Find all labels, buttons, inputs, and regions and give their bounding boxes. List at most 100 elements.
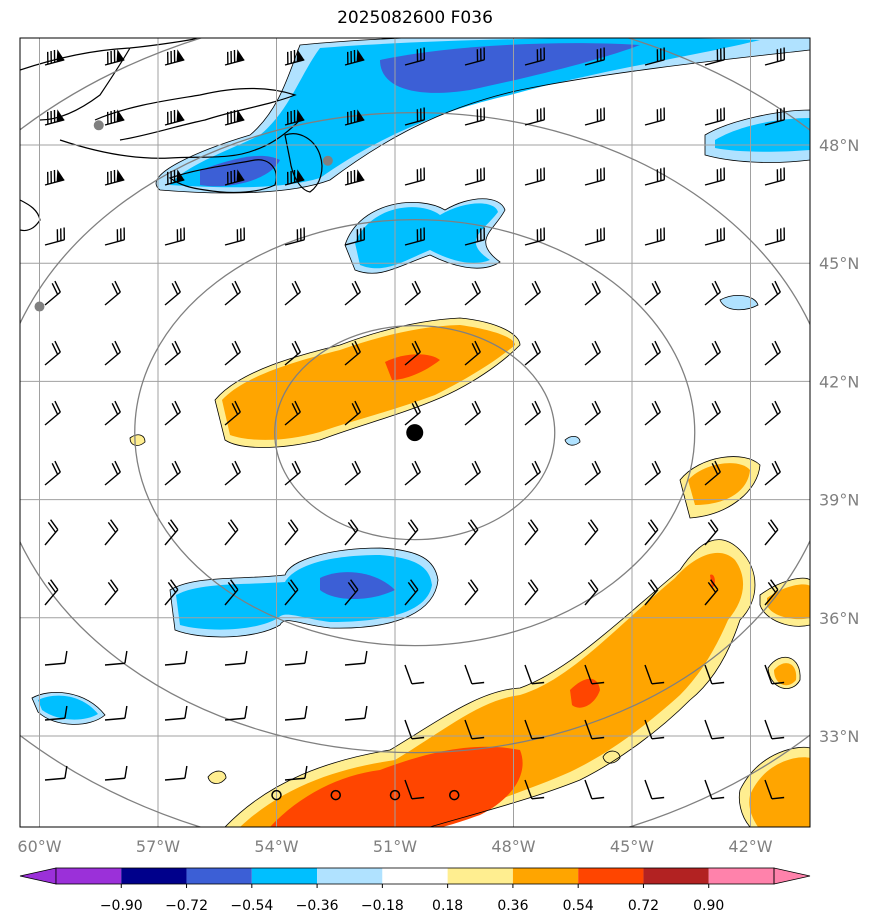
lon-label: 57°W xyxy=(136,837,180,856)
calm-wind-marker xyxy=(330,789,341,801)
lat-label: 39°N xyxy=(819,491,859,510)
contour-line xyxy=(31,692,106,725)
wind-barb xyxy=(644,227,666,246)
wind-barb xyxy=(224,519,239,546)
lat-label: 33°N xyxy=(819,727,859,746)
wind-barb xyxy=(44,169,65,186)
wind-barb xyxy=(464,664,485,685)
lat-label: 48°N xyxy=(819,136,859,155)
wind-barb xyxy=(644,579,659,606)
wind-barb xyxy=(344,519,359,546)
wind-barb xyxy=(464,47,486,66)
colorbar-segment xyxy=(512,868,579,884)
wind-barb xyxy=(104,109,125,126)
wind-barb xyxy=(584,107,606,126)
wind-barb xyxy=(404,519,419,546)
colorbar-segment xyxy=(317,868,383,884)
contour-fill xyxy=(570,678,600,708)
wind-barb xyxy=(44,650,68,666)
wind-barb xyxy=(284,579,299,606)
wind-barb xyxy=(464,719,485,740)
wind-barb xyxy=(524,107,546,126)
contour-fill xyxy=(749,757,810,827)
lat-labels: 48°N 45°N 42°N 39°N 36°N 33°N xyxy=(819,136,859,746)
wind-barb xyxy=(584,227,606,246)
wind-barb xyxy=(404,280,421,306)
contour-fill xyxy=(774,663,797,686)
wind-barb xyxy=(344,705,368,721)
contour-line xyxy=(207,770,227,784)
wind-barb xyxy=(764,460,781,486)
wind-barb xyxy=(224,109,245,126)
wind-barb xyxy=(524,460,541,486)
contour-fill xyxy=(720,295,758,310)
wind-barb xyxy=(44,109,65,126)
wind-barb xyxy=(404,167,426,186)
wind-barb xyxy=(524,227,546,246)
wind-barb xyxy=(404,664,425,685)
colorbar-tick-label: −0.18 xyxy=(361,898,404,914)
lon-label: 54°W xyxy=(254,837,298,856)
point-markers xyxy=(34,120,460,801)
colorbar-segment xyxy=(56,868,122,884)
wind-barb xyxy=(164,400,181,426)
wind-barb xyxy=(104,705,128,721)
colorbar-segment xyxy=(708,868,774,884)
lon-label: 60°W xyxy=(17,837,61,856)
wind-barb xyxy=(344,579,359,606)
wind-barb xyxy=(704,519,719,546)
coastline-path xyxy=(20,199,41,232)
contour-line xyxy=(344,198,506,274)
contour-fill xyxy=(385,354,440,380)
wind-barb xyxy=(644,664,665,685)
wind-barb xyxy=(524,280,541,306)
wind-barb xyxy=(284,340,301,366)
wind-barb xyxy=(644,460,661,486)
wind-barb xyxy=(644,280,661,306)
wind-barb xyxy=(464,167,486,186)
contour-line xyxy=(155,38,810,194)
coastline-path xyxy=(20,38,201,121)
wind-barb xyxy=(344,109,365,126)
wind-barb xyxy=(464,460,481,486)
contour-fill xyxy=(222,325,515,440)
wind-barb xyxy=(224,340,241,366)
colorbar-segment xyxy=(643,868,709,884)
wind-barb xyxy=(164,765,188,781)
station-marker xyxy=(34,301,45,312)
contour-fill xyxy=(208,771,226,784)
wind-barb xyxy=(344,49,365,66)
wind-barb xyxy=(224,705,248,721)
wind-barb xyxy=(644,519,659,546)
wind-barb xyxy=(704,167,726,186)
colorbar-segment xyxy=(186,868,252,884)
wind-barb xyxy=(164,519,179,546)
lat-label: 42°N xyxy=(819,372,859,391)
colorbar-tick-label: 0.90 xyxy=(693,898,724,914)
colorbar-segment xyxy=(121,868,187,884)
contour-fill xyxy=(200,155,280,187)
wind-barb xyxy=(524,779,545,800)
colorbar-segment xyxy=(578,868,644,884)
wind-barb xyxy=(464,519,479,546)
wind-barb xyxy=(284,650,308,666)
contour-line xyxy=(679,456,761,519)
wind-barb xyxy=(464,227,486,246)
colorbar xyxy=(19,867,811,885)
wind-barb xyxy=(44,579,59,606)
wind-barb xyxy=(404,107,426,126)
wind-barb xyxy=(104,765,128,781)
wind-barb xyxy=(404,47,426,66)
calm-wind-marker xyxy=(389,789,401,801)
wind-barb xyxy=(284,280,301,306)
wind-barb xyxy=(104,400,121,426)
wind-barb xyxy=(104,227,126,246)
wind-barb xyxy=(164,650,188,666)
wind-barb xyxy=(344,460,361,486)
wind-barb xyxy=(164,49,185,66)
contour-fill xyxy=(380,43,640,93)
wind-barb xyxy=(404,779,425,800)
lat-label: 45°N xyxy=(819,254,859,273)
wind-barb xyxy=(224,460,241,486)
contour-line xyxy=(564,436,581,446)
